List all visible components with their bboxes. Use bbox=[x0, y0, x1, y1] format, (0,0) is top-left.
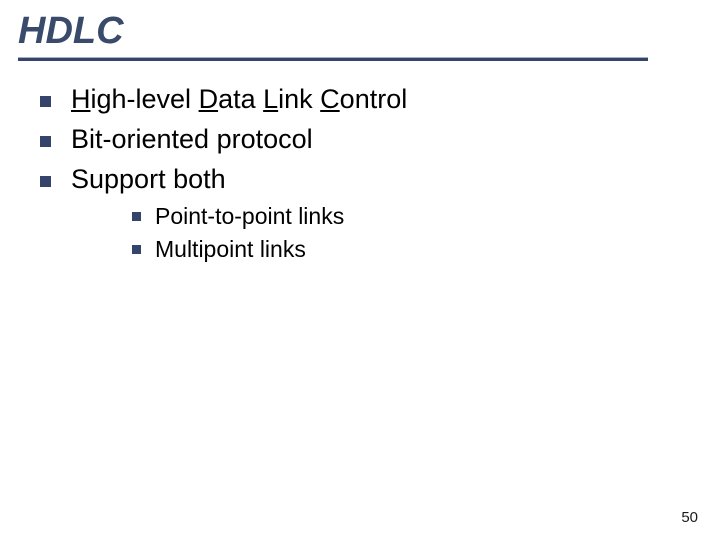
bullet-list-level1: High-level Data Link Control Bit-oriented… bbox=[40, 83, 720, 264]
text-segment: Bit-oriented protocol bbox=[71, 124, 313, 154]
list-item: Point-to-point links bbox=[132, 202, 720, 231]
list-item: Bit-oriented protocol bbox=[40, 123, 720, 157]
text-segment: ata bbox=[218, 84, 263, 114]
square-bullet-icon bbox=[40, 136, 51, 147]
text-segment: ontrol bbox=[340, 84, 408, 114]
square-bullet-icon bbox=[132, 212, 141, 221]
slide-title: HDLC bbox=[18, 10, 720, 53]
list-item: High-level Data Link Control bbox=[40, 83, 720, 117]
list-item: Support both bbox=[40, 163, 720, 197]
square-bullet-icon bbox=[132, 245, 141, 254]
bullet-list-level2: Point-to-point links Multipoint links bbox=[132, 202, 720, 264]
slide: HDLC High-level Data Link ControlBit-ori… bbox=[0, 0, 720, 540]
body-area: High-level Data Link Control Bit-oriented… bbox=[0, 61, 720, 264]
title-area: HDLC bbox=[0, 0, 720, 61]
square-bullet-icon bbox=[40, 176, 51, 187]
page-number: 50 bbox=[681, 509, 698, 526]
list-item: Multipoint links bbox=[132, 235, 720, 264]
text-segment: igh-level bbox=[91, 84, 199, 114]
list-item-text: Point-to-point links bbox=[155, 202, 344, 231]
text-segment: L bbox=[263, 84, 278, 114]
text-segment: Support both bbox=[71, 164, 226, 194]
text-segment: ink bbox=[278, 84, 320, 114]
list-item-text: High-level Data Link Control bbox=[71, 83, 407, 117]
list-item-text: Support both bbox=[71, 163, 226, 197]
text-segment: Multipoint links bbox=[155, 236, 306, 262]
square-bullet-icon bbox=[40, 96, 51, 107]
text-segment: H bbox=[71, 84, 91, 114]
text-segment: Point-to-point links bbox=[155, 203, 344, 229]
text-segment: C bbox=[320, 84, 340, 114]
list-item-text: Bit-oriented protocol bbox=[71, 123, 313, 157]
list-item-text: Multipoint links bbox=[155, 235, 306, 264]
text-segment: D bbox=[199, 84, 219, 114]
